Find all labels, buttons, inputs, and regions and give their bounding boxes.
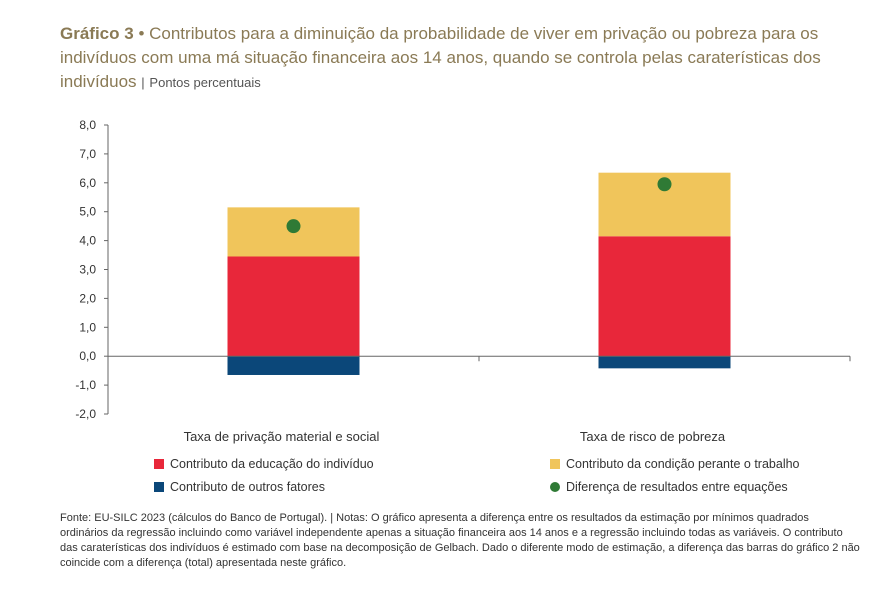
y-tick-label: 5,0 <box>79 205 96 219</box>
y-tick-label: 0,0 <box>79 349 96 363</box>
y-tick-label: 3,0 <box>79 263 96 277</box>
legend-label-trabalho: Contributo da condição perante o trabalh… <box>566 457 800 471</box>
legend-label-educacao: Contributo da educação do indivíduo <box>170 457 374 471</box>
legend-marker-educacao <box>154 459 164 469</box>
bar-outros <box>227 356 360 375</box>
x-category-label: Taxa de risco de pobreza <box>580 429 726 444</box>
chart-title-separator: | <box>141 75 145 90</box>
bar-outros <box>598 356 731 369</box>
y-tick-label: 2,0 <box>79 291 96 305</box>
chart-title: Gráfico 3 • Contributos para a diminuiçã… <box>60 22 860 95</box>
y-tick-label: 6,0 <box>79 176 96 190</box>
legend-label-diferenca: Diferença de resultados entre equações <box>566 480 788 494</box>
legend-marker-trabalho <box>550 459 560 469</box>
chart-units: Pontos percentuais <box>149 75 261 90</box>
y-tick-label: 7,0 <box>79 147 96 161</box>
y-tick-label: 4,0 <box>79 234 96 248</box>
chart-title-label: Gráfico 3 <box>60 24 134 43</box>
y-tick-label: -1,0 <box>75 378 96 392</box>
point-diferenca <box>657 177 672 192</box>
legend-marker-outros <box>154 482 164 492</box>
legend-label-outros: Contributo de outros fatores <box>170 480 325 494</box>
chart-title-bullet: • <box>138 24 145 43</box>
chart-title-text: Contributos para a diminuição da probabi… <box>60 24 821 91</box>
chart-source-notes: Fonte: EU-SILC 2023 (cálculos do Banco d… <box>60 512 860 569</box>
stacked-bar-chart: 8,0 7,0 6,0 5,0 4,0 3,0 2,0 1,0 0,0 -1,0 -2,0 Taxa … <box>75 118 851 494</box>
bar-educacao <box>227 256 360 357</box>
legend-marker-diferenca <box>550 482 560 492</box>
point-diferenca <box>286 219 301 234</box>
y-tick-label: 8,0 <box>79 118 96 132</box>
y-tick-label: 1,0 <box>79 320 96 334</box>
bar-educacao <box>598 236 731 357</box>
x-category-label: Taxa de privação material e social <box>184 429 380 444</box>
y-tick-label: -2,0 <box>75 407 96 421</box>
